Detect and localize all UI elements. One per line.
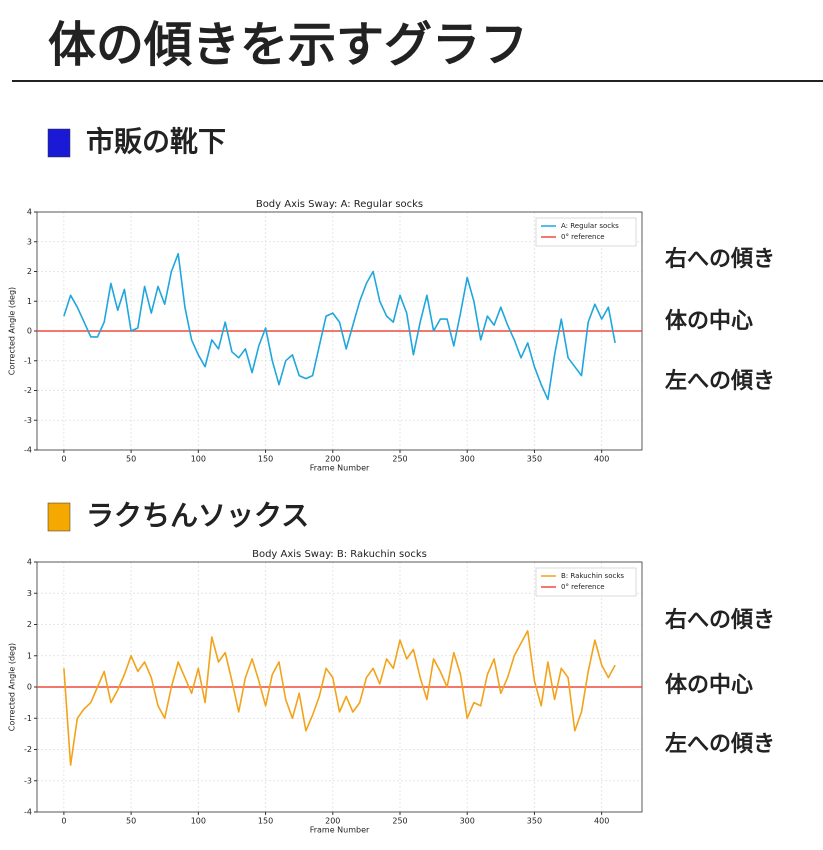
x-tick-label: 0 [61, 817, 66, 826]
slide-title: 体の傾きを示すグラフ [48, 17, 528, 73]
legend-box [535, 567, 637, 597]
y-tick-label: -2 [24, 386, 32, 395]
legend-label: 0° reference [561, 583, 605, 591]
y-tick-label: 3 [27, 589, 32, 598]
y-tick-label: 0 [27, 327, 32, 336]
x-tick-label: 250 [392, 455, 407, 464]
series-line [63, 252, 616, 401]
section-label: ラクちんソックス [86, 499, 309, 532]
x-tick-label: 400 [594, 455, 609, 464]
legend-label: A: Regular socks [561, 222, 619, 230]
y-tick-label: 1 [27, 651, 32, 660]
y-tick-label: 4 [27, 558, 32, 567]
side-label: 右への傾き [665, 608, 775, 633]
x-tick-label: 150 [258, 455, 273, 464]
chart-title: Body Axis Sway: A: Regular socks [256, 199, 423, 210]
x-axis-label: Frame Number [310, 826, 370, 835]
y-tick-label: 2 [27, 620, 32, 629]
series-line [63, 630, 616, 766]
side-label: 右への傾き [665, 247, 775, 272]
y-tick-label: -3 [24, 776, 32, 785]
x-tick-label: 250 [392, 817, 407, 826]
x-axis-label: Frame Number [310, 464, 370, 473]
y-tick-label: -1 [24, 714, 32, 723]
x-tick-label: 100 [191, 817, 206, 826]
y-tick-label: -2 [24, 745, 32, 754]
side-label: 左への傾き [665, 368, 775, 394]
x-tick-label: 50 [126, 817, 136, 826]
chart-title: Body Axis Sway: B: Rakuchin socks [252, 549, 427, 560]
y-axis-label: Corrected Angle (deg) [8, 643, 17, 731]
section-marker [47, 128, 71, 158]
section-label: 市販の靴下 [86, 125, 226, 158]
x-tick-label: 350 [527, 817, 542, 826]
y-tick-label: 0 [27, 683, 32, 692]
x-tick-label: 350 [527, 455, 542, 464]
side-label: 左への傾き [665, 731, 775, 757]
section-marker [47, 502, 71, 532]
x-tick-label: 100 [191, 455, 206, 464]
x-tick-label: 200 [325, 817, 340, 826]
legend-label: B: Rakuchin socks [561, 572, 624, 580]
y-tick-label: 2 [27, 267, 32, 276]
x-tick-label: 0 [61, 455, 66, 464]
y-tick-label: 4 [27, 208, 32, 217]
legend-box [535, 217, 637, 247]
y-tick-label: -1 [24, 356, 32, 365]
y-tick-label: -3 [24, 416, 32, 425]
y-tick-label: 1 [27, 297, 32, 306]
y-axis-label: Corrected Angle (deg) [8, 287, 17, 375]
x-tick-label: 400 [594, 817, 609, 826]
y-tick-label: -4 [24, 808, 32, 817]
side-label: 体の中心 [665, 673, 753, 698]
y-tick-label: 3 [27, 237, 32, 246]
y-tick-label: -4 [24, 446, 32, 455]
x-tick-label: 50 [126, 455, 136, 464]
legend-label: 0° reference [561, 233, 605, 241]
x-tick-label: 200 [325, 455, 340, 464]
x-tick-label: 150 [258, 817, 273, 826]
x-tick-label: 300 [460, 455, 475, 464]
x-tick-label: 300 [460, 817, 475, 826]
side-label: 体の中心 [665, 309, 753, 334]
